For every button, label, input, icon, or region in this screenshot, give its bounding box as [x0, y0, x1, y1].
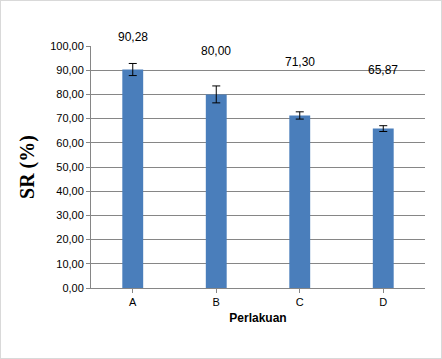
svg-text:B: B: [213, 296, 220, 308]
svg-text:65,87: 65,87: [368, 63, 398, 77]
svg-text:SR (%): SR (%): [16, 135, 39, 199]
svg-text:D: D: [379, 296, 387, 308]
svg-text:A: A: [129, 296, 137, 308]
svg-text:80,00: 80,00: [56, 88, 84, 100]
svg-text:40,00: 40,00: [56, 185, 84, 197]
svg-text:50,00: 50,00: [56, 161, 84, 173]
svg-text:100,00: 100,00: [50, 40, 84, 52]
svg-text:60,00: 60,00: [56, 137, 84, 149]
svg-text:Perlakuan: Perlakuan: [229, 311, 286, 325]
svg-text:90,00: 90,00: [56, 64, 84, 76]
svg-text:30,00: 30,00: [56, 209, 84, 221]
svg-text:70,00: 70,00: [56, 112, 84, 124]
svg-text:80,00: 80,00: [201, 44, 231, 58]
svg-text:20,00: 20,00: [56, 233, 84, 245]
svg-text:71,30: 71,30: [285, 55, 315, 69]
svg-text:0,00: 0,00: [62, 282, 83, 294]
svg-text:90,28: 90,28: [118, 30, 148, 44]
svg-text:C: C: [296, 296, 304, 308]
svg-text:10,00: 10,00: [56, 258, 84, 270]
